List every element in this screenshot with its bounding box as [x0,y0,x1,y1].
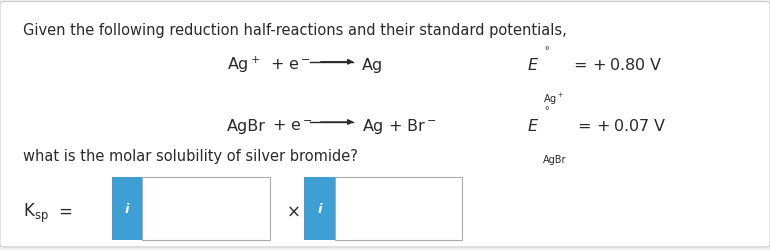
Text: what is the molar solubility of silver bromide?: what is the molar solubility of silver b… [23,148,358,163]
Text: i: i [317,202,322,215]
Text: $\circ$: $\circ$ [543,102,550,112]
Text: $\circ$: $\circ$ [543,42,550,52]
Text: $\times$ 10: $\times$ 10 [286,202,328,220]
Bar [112,178,142,240]
Text: Ag$^+$: Ag$^+$ [227,55,261,75]
Text: $= +0.80$ V: $= +0.80$ V [570,57,662,73]
Text: AgBr: AgBr [543,154,567,164]
Bar [304,178,335,240]
Text: K$_{\rm sp}$: K$_{\rm sp}$ [23,201,49,224]
Bar [142,178,270,240]
Text: Ag $+$ Br$^-$: Ag $+$ Br$^-$ [362,116,437,135]
Text: $E$: $E$ [527,117,540,133]
Text: $= +0.07$ V: $= +0.07$ V [574,117,667,133]
Text: $E$: $E$ [527,57,540,73]
Text: Given the following reduction half-reactions and their standard potentials,: Given the following reduction half-react… [23,22,567,38]
Text: Ag: Ag [362,58,383,73]
Text: $+$ e$^-$: $+$ e$^-$ [272,118,313,133]
Text: Ag$^+$: Ag$^+$ [543,92,564,106]
Text: AgBr: AgBr [227,118,266,133]
Bar [335,178,462,240]
Text: =: = [58,202,72,220]
Text: i: i [125,202,129,215]
Text: $+$ e$^-$: $+$ e$^-$ [270,58,311,73]
